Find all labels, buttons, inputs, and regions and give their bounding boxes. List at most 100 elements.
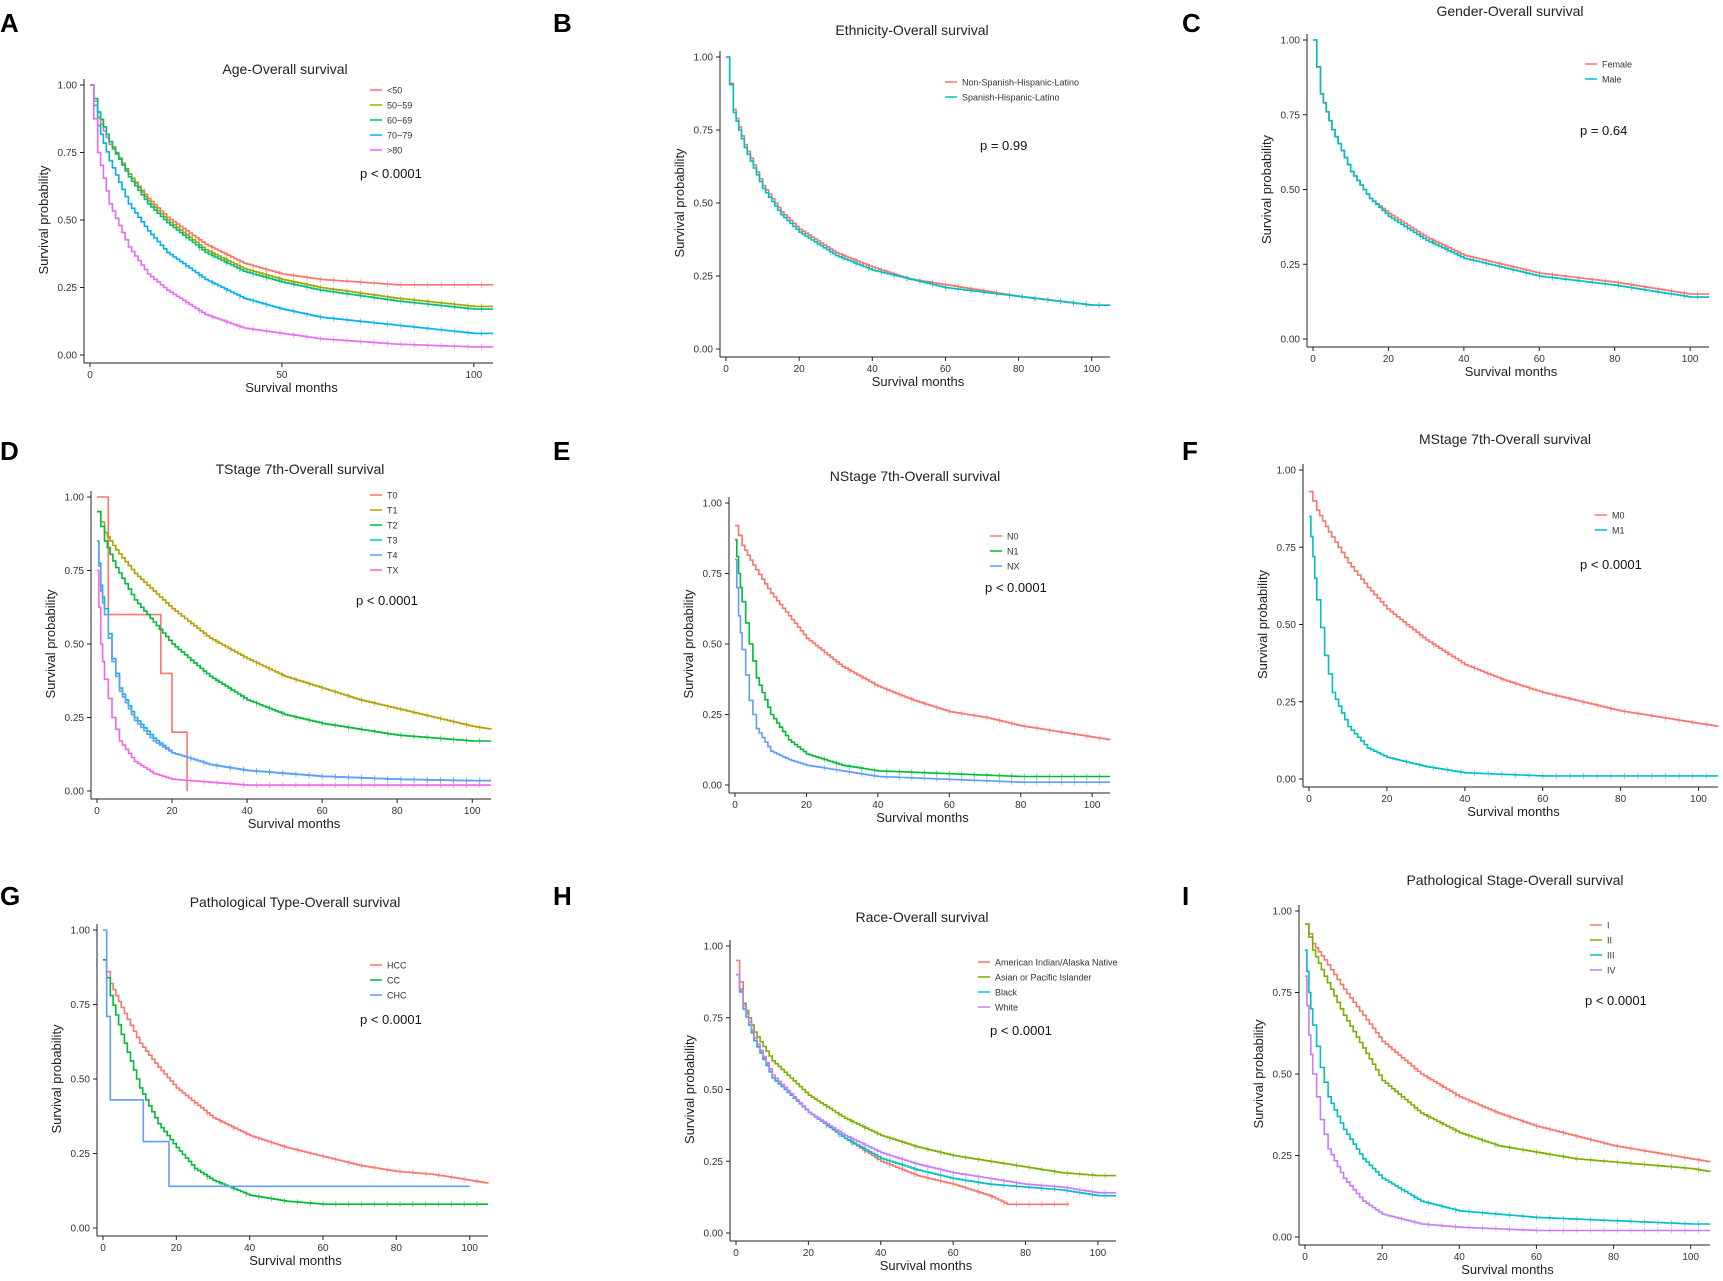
x-tick-label: 40	[244, 1243, 256, 1254]
legend-label: I	[1607, 921, 1610, 931]
y-tick-label: 0.25	[1273, 1151, 1293, 1162]
panel-i: I Pathological Stage-Overall survival 0.00…	[1182, 872, 1711, 1277]
x-axis-label: Survival months	[248, 816, 341, 831]
legend-label: CHC	[387, 991, 407, 1001]
p-value: p < 0.0001	[356, 593, 418, 608]
x-tick-label: 0	[100, 1243, 106, 1254]
x-axis-label: Survival months	[1465, 364, 1558, 379]
legend-label: 50~59	[387, 101, 412, 111]
legend-label: Spanish-Hispanic-Latino	[962, 93, 1060, 103]
legend-label: Non-Spanish-Hispanic-Latino	[962, 78, 1079, 88]
x-tick-label: 40	[1454, 1252, 1466, 1263]
legend-label: >80	[387, 146, 402, 156]
y-tick-label: 0.75	[65, 566, 85, 577]
series-line	[1309, 490, 1719, 727]
x-tick-label: 60	[1537, 794, 1549, 805]
panel-c: C Gender-Overall survival 0.00 0.25 0.50 0.75…	[1182, 3, 1709, 379]
y-tick-label: 0.75	[58, 148, 78, 159]
p-value: p < 0.0001	[1585, 993, 1647, 1008]
y-tick-label: 0.00	[1273, 1233, 1293, 1244]
y-axis-label: Survival probability	[681, 589, 696, 699]
x-tick-label: 60	[317, 1243, 329, 1254]
y-tick-label: 1.00	[1273, 907, 1293, 918]
y-tick-label: 0.25	[71, 1149, 91, 1160]
p-value: p < 0.0001	[990, 1023, 1052, 1038]
y-tick-label: 1.00	[1277, 466, 1297, 477]
legend-label: M1	[1612, 526, 1625, 536]
x-tick-label: 60	[317, 806, 329, 817]
y-tick-label: 0.25	[703, 710, 723, 721]
y-tick-label: 0.75	[1273, 988, 1293, 999]
x-tick-label: 20	[794, 364, 806, 375]
panel-e: E NStage 7th-Overall survival 0.00 0.25 0.50…	[553, 436, 1111, 825]
y-axis-label: Survival probability	[1251, 1019, 1266, 1129]
series-line	[736, 973, 1116, 1197]
legend-label: T2	[387, 521, 398, 531]
x-tick-label: 60	[1534, 354, 1546, 365]
x-axis-label: Survival months	[876, 810, 969, 825]
y-tick-label: 0.75	[704, 1013, 724, 1024]
y-tick-label: 1.00	[694, 53, 714, 64]
legend-label: T4	[387, 551, 398, 561]
series-line	[97, 510, 491, 742]
x-tick-label: 0	[733, 1248, 739, 1259]
panel-title: MStage 7th-Overall survival	[1419, 431, 1591, 447]
panel-title: Pathological Stage-Overall survival	[1406, 872, 1623, 888]
x-tick-label: 20	[166, 806, 178, 817]
x-tick-label: 60	[948, 1248, 960, 1259]
y-tick-label: 0.00	[694, 345, 714, 356]
panel-title: Race-Overall survival	[855, 909, 988, 925]
series-line	[1305, 949, 1710, 1225]
y-tick-label: 0.75	[71, 1000, 91, 1011]
y-tick-label: 0.25	[704, 1157, 724, 1168]
x-tick-label: 0	[732, 800, 738, 811]
legend-label: NX	[1007, 562, 1020, 572]
panel-title: Ethnicity-Overall survival	[835, 22, 988, 38]
x-tick-label: 40	[1459, 794, 1471, 805]
series-line	[735, 558, 1110, 783]
panel-title: TStage 7th-Overall survival	[216, 461, 385, 477]
panel-letter: A	[0, 8, 19, 38]
legend-label: <50	[387, 86, 402, 96]
panel-letter: E	[553, 436, 570, 466]
y-tick-label: 0.00	[1281, 335, 1301, 346]
panel-title: NStage 7th-Overall survival	[830, 468, 1000, 484]
y-tick-label: 0.50	[1273, 1070, 1293, 1081]
panel-title: Pathological Type-Overall survival	[190, 894, 401, 910]
y-tick-label: 0.75	[1277, 543, 1297, 554]
x-tick-label: 100	[1682, 1252, 1699, 1263]
y-tick-label: 0.50	[1277, 620, 1297, 631]
series-line	[90, 84, 493, 348]
y-axis-label: Survival probability	[1259, 134, 1274, 244]
legend-label: HCC	[387, 961, 407, 971]
legend-label: M0	[1612, 511, 1625, 521]
series-line	[90, 84, 493, 308]
x-axis-label: Survival months	[880, 1258, 973, 1273]
panel-f: F MStage 7th-Overall survival 0.00 0.25 0.50…	[1182, 431, 1719, 819]
panel-letter: D	[0, 436, 19, 466]
y-tick-label: 1.00	[703, 499, 723, 510]
panel-letter: F	[1182, 436, 1198, 466]
series-line	[97, 569, 491, 786]
legend-label: IV	[1607, 966, 1616, 976]
x-tick-label: 100	[465, 370, 482, 381]
legend-label: III	[1607, 951, 1615, 961]
y-tick-label: 0.75	[694, 126, 714, 137]
series-line	[103, 959, 488, 1205]
x-tick-label: 20	[1383, 354, 1395, 365]
legend-label: Asian or Pacific Islander	[995, 973, 1092, 983]
panel-letter: G	[0, 881, 20, 911]
x-tick-label: 20	[1381, 794, 1393, 805]
x-tick-label: 60	[1531, 1252, 1543, 1263]
y-tick-label: 1.00	[58, 81, 78, 92]
legend-label: T1	[387, 506, 398, 516]
x-tick-label: 40	[872, 800, 884, 811]
legend-label: Male	[1602, 75, 1622, 85]
x-tick-label: 80	[1608, 1252, 1620, 1263]
series-line	[90, 84, 493, 286]
y-axis-label: Survival probability	[672, 148, 687, 258]
series-line	[90, 84, 493, 335]
x-tick-label: 50	[276, 370, 288, 381]
series-line	[736, 973, 1116, 1177]
